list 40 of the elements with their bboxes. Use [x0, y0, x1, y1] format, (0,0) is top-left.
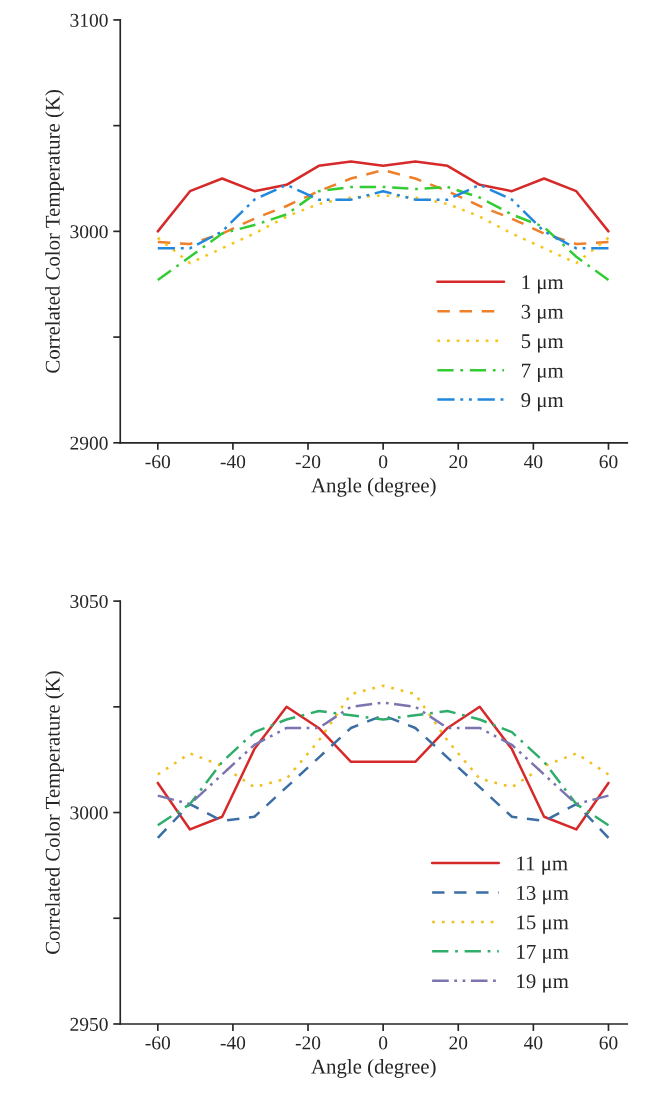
x-tick-label: -20: [295, 1036, 321, 1050]
y-tick-label: 3050: [70, 594, 108, 609]
y-tick-label: 2900: [70, 436, 108, 450]
x-tick-label: 20: [449, 455, 468, 469]
legend-label: 11 μm: [517, 856, 568, 875]
y-tick-label: 3000: [70, 806, 108, 820]
line-series: [156, 701, 610, 806]
line-series: [156, 684, 610, 789]
x-tick-label: -40: [220, 1036, 246, 1050]
x-tick-label: -20: [295, 455, 321, 469]
legend-label: 3 μm: [521, 304, 564, 323]
legend-label: 19 μm: [517, 974, 569, 993]
x-tick-label: -40: [220, 455, 246, 469]
x-tick-label: -60: [145, 455, 171, 469]
y-axis-title: Correlated Color Temperature (K): [45, 671, 64, 954]
legend-label: 7 μm: [522, 363, 564, 382]
x-tick-label: 0: [379, 455, 388, 469]
line-series: [156, 168, 610, 246]
legend-label: 1 μm: [522, 275, 564, 294]
y-tick-label: 2950: [70, 1017, 108, 1031]
x-axis-title: Angle (degree): [311, 477, 436, 497]
x-axis-title: Angle (degree): [311, 1058, 436, 1078]
y-tick-label: 3100: [70, 13, 108, 27]
x-tick-label: 20: [449, 1036, 468, 1050]
line-series: [156, 194, 610, 265]
x-tick-label: 40: [524, 455, 543, 469]
x-tick-label: 60: [599, 1036, 618, 1050]
legend-label: 5 μm: [521, 334, 564, 353]
x-tick-label: 0: [379, 1036, 388, 1050]
line-series: [156, 183, 610, 250]
y-axis-title: Correlated Color Temperature (K): [45, 90, 64, 373]
x-tick-label: 60: [599, 455, 618, 469]
legend-label: 15 μm: [517, 915, 569, 934]
legend-label: 9 μm: [521, 393, 564, 412]
line-series: [156, 160, 610, 233]
legend-label: 13 μm: [517, 885, 569, 905]
x-tick-label: 40: [524, 1036, 543, 1050]
legend-label: 17 μm: [517, 944, 569, 964]
y-tick-label: 3000: [70, 225, 108, 239]
x-tick-label: -60: [145, 1036, 171, 1050]
